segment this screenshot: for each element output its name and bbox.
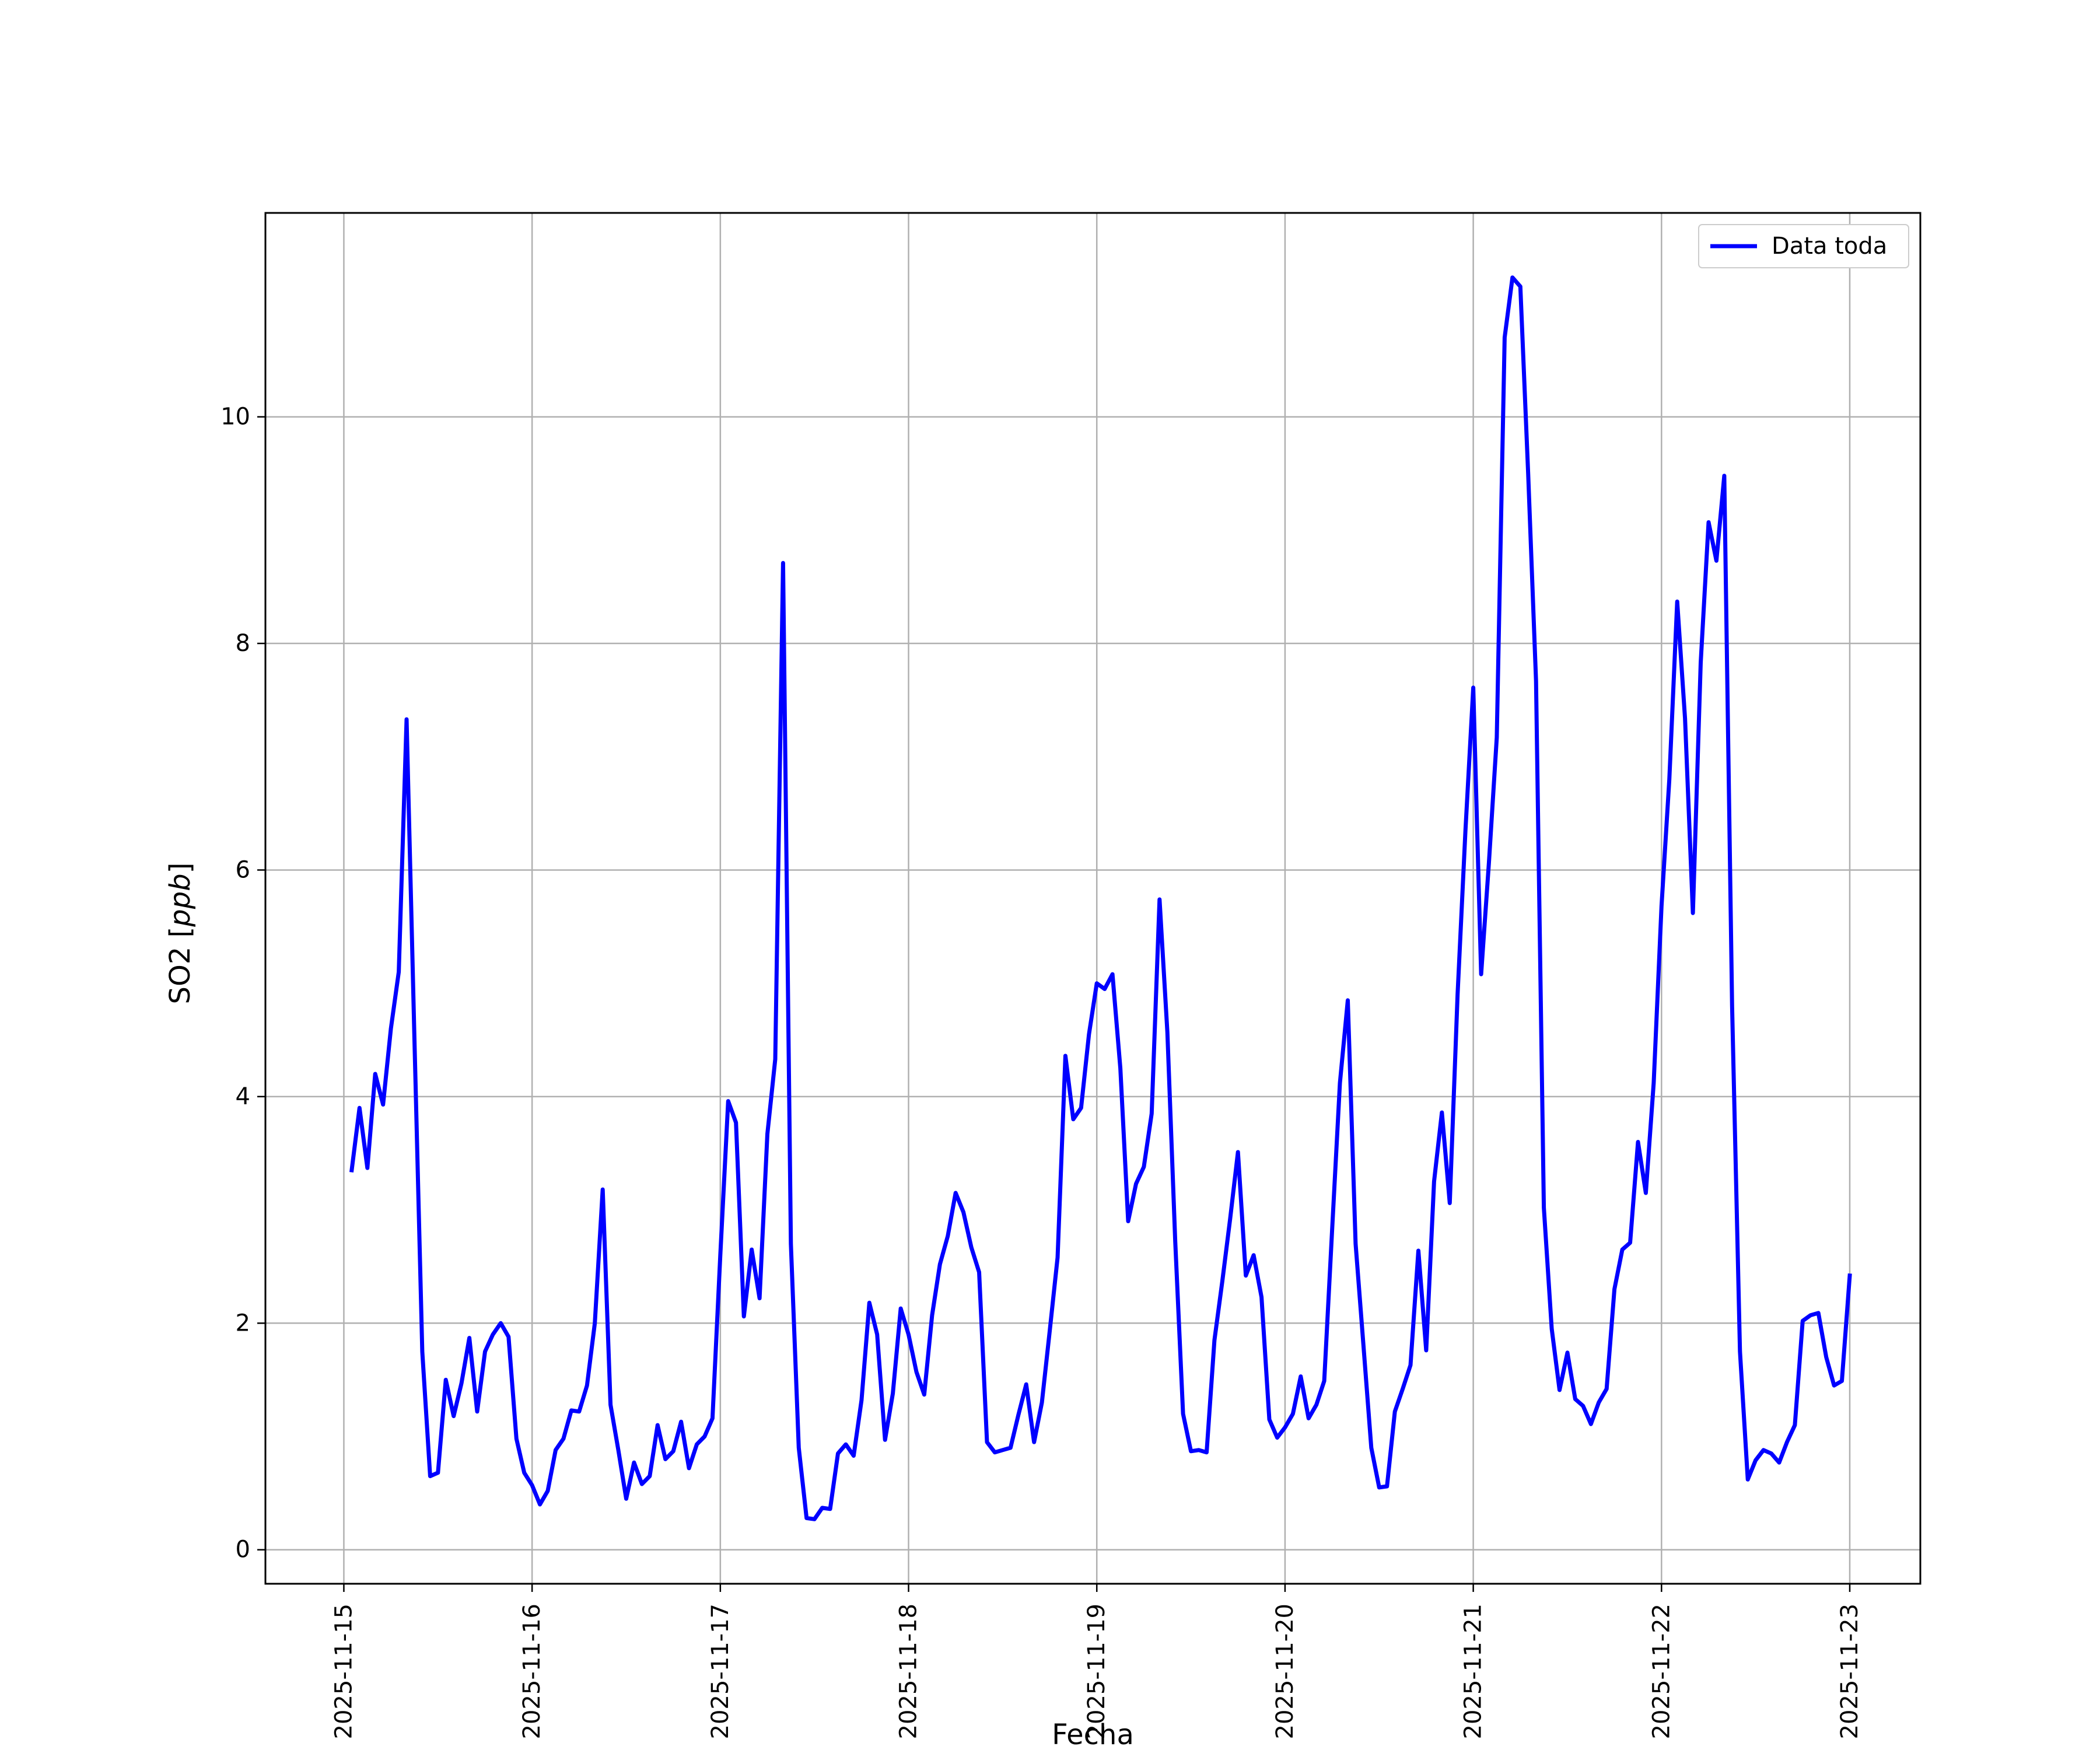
- y-axis-label-unit: ppb: [164, 873, 197, 927]
- legend: Data toda: [1698, 224, 1909, 268]
- x-tick-label-1: 2025-11-16: [519, 1604, 545, 1739]
- series-layer: [349, 275, 1852, 1521]
- y-tick-label-1: 2: [236, 1310, 250, 1336]
- x-tick-label-4: 2025-11-19: [1083, 1604, 1110, 1739]
- legend-label-data-toda: Data toda: [1772, 233, 1887, 260]
- x-tick-label-5: 2025-11-20: [1272, 1604, 1298, 1739]
- y-tick-label-4: 8: [236, 630, 250, 657]
- y-tick-label-5: 10: [220, 404, 250, 430]
- legend-box: [1698, 224, 1909, 268]
- grid-lines: [265, 213, 1920, 1584]
- y-axis-label: SO2 [ppb]: [164, 863, 197, 1005]
- y-tick-label-3: 6: [236, 856, 250, 883]
- series-line-data-toda: [349, 275, 1852, 1521]
- x-tick-label-8: 2025-11-23: [1836, 1604, 1863, 1739]
- y-axis-label-main: SO2 [: [164, 927, 197, 1005]
- y-axis-label-end: ]: [164, 863, 197, 874]
- x-tick-label-7: 2025-11-22: [1648, 1604, 1675, 1739]
- x-axis-label: Fecha: [1052, 1718, 1134, 1750]
- x-axis-ticks: 2025-11-15 2025-11-16 2025-11-17 2025-11-18…: [330, 1584, 1863, 1739]
- x-tick-label-2: 2025-11-17: [707, 1604, 734, 1739]
- x-tick-label-0: 2025-11-15: [330, 1604, 357, 1739]
- y-axis-ticks: 0 2 4 6 8 10: [220, 404, 265, 1563]
- axes-frame: [264, 212, 1922, 1585]
- x-tick-label-3: 2025-11-18: [895, 1604, 922, 1739]
- y-tick-label-0: 0: [236, 1536, 250, 1563]
- x-tick-label-6: 2025-11-21: [1460, 1604, 1487, 1739]
- y-tick-label-2: 4: [236, 1083, 250, 1110]
